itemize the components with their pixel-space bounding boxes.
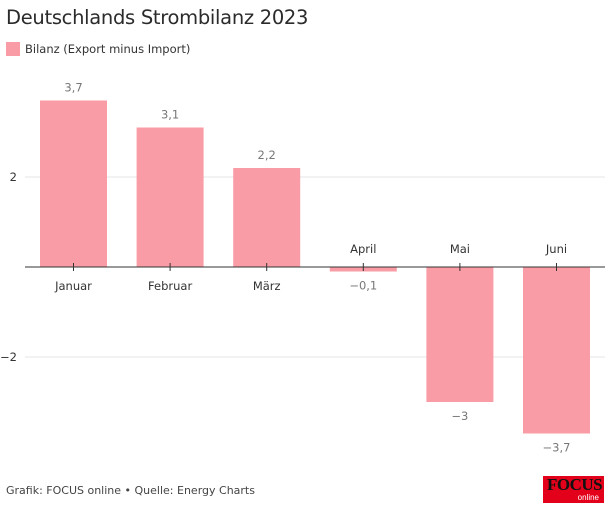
logo-wordmark: FOCUS	[547, 476, 603, 494]
data-label: 2,2	[258, 148, 276, 162]
data-label: −3,7	[543, 441, 571, 455]
x-tick-label: Januar	[54, 279, 92, 293]
y-tick-label: 2	[10, 170, 17, 184]
bar	[426, 267, 494, 402]
x-tick-label: März	[253, 279, 281, 293]
bar	[136, 127, 204, 267]
data-label: −0,1	[349, 279, 377, 293]
y-tick-label: −2	[0, 350, 17, 364]
focus-online-logo: FOCUS online	[543, 476, 604, 503]
bar	[233, 168, 301, 267]
data-label: −3	[451, 409, 468, 423]
data-label: 3,1	[161, 108, 179, 122]
bar	[523, 267, 590, 434]
x-tick-label: Juni	[545, 242, 567, 256]
data-label: 3,7	[64, 81, 82, 95]
x-tick-label: April	[350, 242, 376, 256]
source-footer: Grafik: FOCUS online • Quelle: Energy Ch…	[6, 484, 255, 497]
legend-swatch	[6, 42, 20, 56]
logo-subtext: online	[577, 493, 599, 502]
chart-title: Deutschlands Strombilanz 2023	[6, 6, 309, 29]
bar	[40, 100, 107, 267]
legend: Bilanz (Export minus Import)	[6, 42, 190, 56]
legend-label: Bilanz (Export minus Import)	[25, 42, 191, 56]
x-tick-label: Mai	[450, 242, 470, 256]
x-tick-label: Februar	[148, 279, 192, 293]
